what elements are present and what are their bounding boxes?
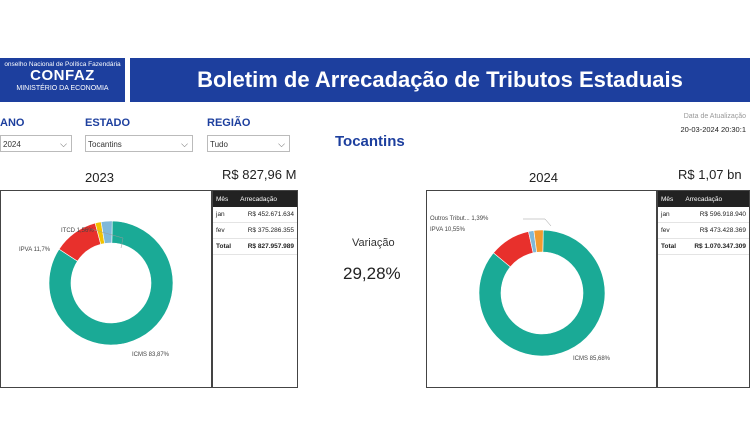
itcd-leader-line (90, 228, 124, 249)
table-row: jan R$ 452.671.634 (213, 207, 297, 223)
table-row: fev R$ 375.286.355 (213, 222, 297, 239)
donut-slice-icms[interactable] (478, 229, 606, 357)
logo-name: CONFAZ (30, 67, 95, 84)
table-cell-mes: fev (658, 222, 683, 239)
table-cell-mes: jan (658, 207, 683, 223)
left-total: R$ 827,96 M (222, 167, 297, 182)
chevron-down-icon: ⌵ (278, 139, 285, 149)
variation-value: 29,28% (343, 264, 401, 283)
filter-estado-select[interactable]: Tocantins ⌵ (85, 135, 193, 152)
update-value: 20-03-2024 20:30:1 (680, 125, 746, 134)
filter-regiao-label: REGIÃO (207, 117, 251, 129)
page-title: Boletim de Arrecadação de Tributos Estad… (130, 58, 750, 102)
table-total-value: R$ 1.070.347.309 (682, 238, 749, 255)
pie-label-itcd: ITCD 1,56% (61, 228, 94, 234)
table-cell-mes: fev (213, 222, 238, 239)
state-name: Tocantins (335, 133, 405, 150)
table-cell-valor: R$ 473.428.369 (682, 222, 749, 239)
pie-label-ipva: IPVA 10,55% (430, 227, 466, 233)
table-cell-valor: R$ 452.671.634 (237, 207, 297, 223)
table-cell-mes: jan (213, 207, 238, 223)
table-total-label: Total (658, 238, 683, 255)
confaz-logo: onselho Nacional de Política Fazendária … (0, 58, 125, 102)
pie-label-icms: ICMS 83,87% (132, 352, 170, 358)
left-year: 2023 (85, 170, 114, 185)
table-header-arrecadacao[interactable]: Arrecadação (237, 191, 297, 207)
chevron-down-icon: ⌵ (181, 139, 188, 149)
pie-chart-2023: ITCD 1,56% IPVA 11,7% ICMS 83,87% (19, 220, 174, 358)
table-total-row: Total R$ 827.957.989 (213, 238, 297, 255)
chevron-down-icon: ⌵ (60, 139, 67, 149)
table-total-label: Total (213, 238, 238, 255)
pie-label-ipva: IPVA 11,7% (19, 247, 51, 253)
variation-label: Variação (352, 237, 395, 249)
right-year: 2024 (529, 170, 558, 185)
filter-ano-label: ANO (0, 117, 25, 129)
filter-regiao-value: Tudo (210, 140, 228, 149)
update-label: Data de Atualização (683, 113, 746, 120)
right-total: R$ 1,07 bn (678, 167, 742, 182)
table-header-mes[interactable]: Mês (213, 191, 238, 207)
table-header-arrecadacao[interactable]: Arrecadação (682, 191, 749, 207)
table-cell-valor: R$ 375.286.355 (237, 222, 297, 239)
donut-slice-icms[interactable] (48, 220, 174, 346)
filter-ano-select[interactable]: 2024 ⌵ (0, 135, 72, 152)
pie-chart-2024: Outros Tribut... 1,39% IPVA 10,55% ICMS … (430, 216, 611, 362)
filter-estado-label: ESTADO (85, 117, 131, 129)
table-total-row: Total R$ 1.070.347.309 (658, 238, 749, 255)
logo-ministry: MINISTÉRIO DA ECONOMIA (16, 85, 109, 92)
donut-slice-outros[interactable] (100, 220, 113, 244)
pie-label-outros: Outros Tribut... 1,39% (430, 216, 489, 222)
table-2023: Mês Arrecadação jan R$ 452.671.634 fev R… (212, 190, 298, 388)
table-cell-valor: R$ 596.918.940 (682, 207, 749, 223)
filter-ano-value: 2024 (3, 140, 21, 149)
table-header-mes[interactable]: Mês (658, 191, 683, 207)
outros-leader-line (523, 218, 552, 227)
filter-regiao-select[interactable]: Tudo ⌵ (207, 135, 290, 152)
logo-subtitle: onselho Nacional de Política Fazendária (4, 61, 121, 68)
table-2024: Mês Arrecadação jan R$ 596.918.940 fev R… (657, 190, 750, 388)
filter-estado-value: Tocantins (88, 140, 122, 149)
table-row: jan R$ 596.918.940 (658, 207, 749, 223)
pie-2024-frame: Outros Tribut... 1,39% IPVA 10,55% ICMS … (426, 190, 657, 388)
pie-label-icms: ICMS 85,68% (573, 356, 611, 362)
pie-2023-frame: ITCD 1,56% IPVA 11,7% ICMS 83,87% (0, 190, 212, 388)
table-row: fev R$ 473.428.369 (658, 222, 749, 239)
table-total-value: R$ 827.957.989 (237, 238, 297, 255)
donut-slice-itcd[interactable] (533, 229, 544, 253)
